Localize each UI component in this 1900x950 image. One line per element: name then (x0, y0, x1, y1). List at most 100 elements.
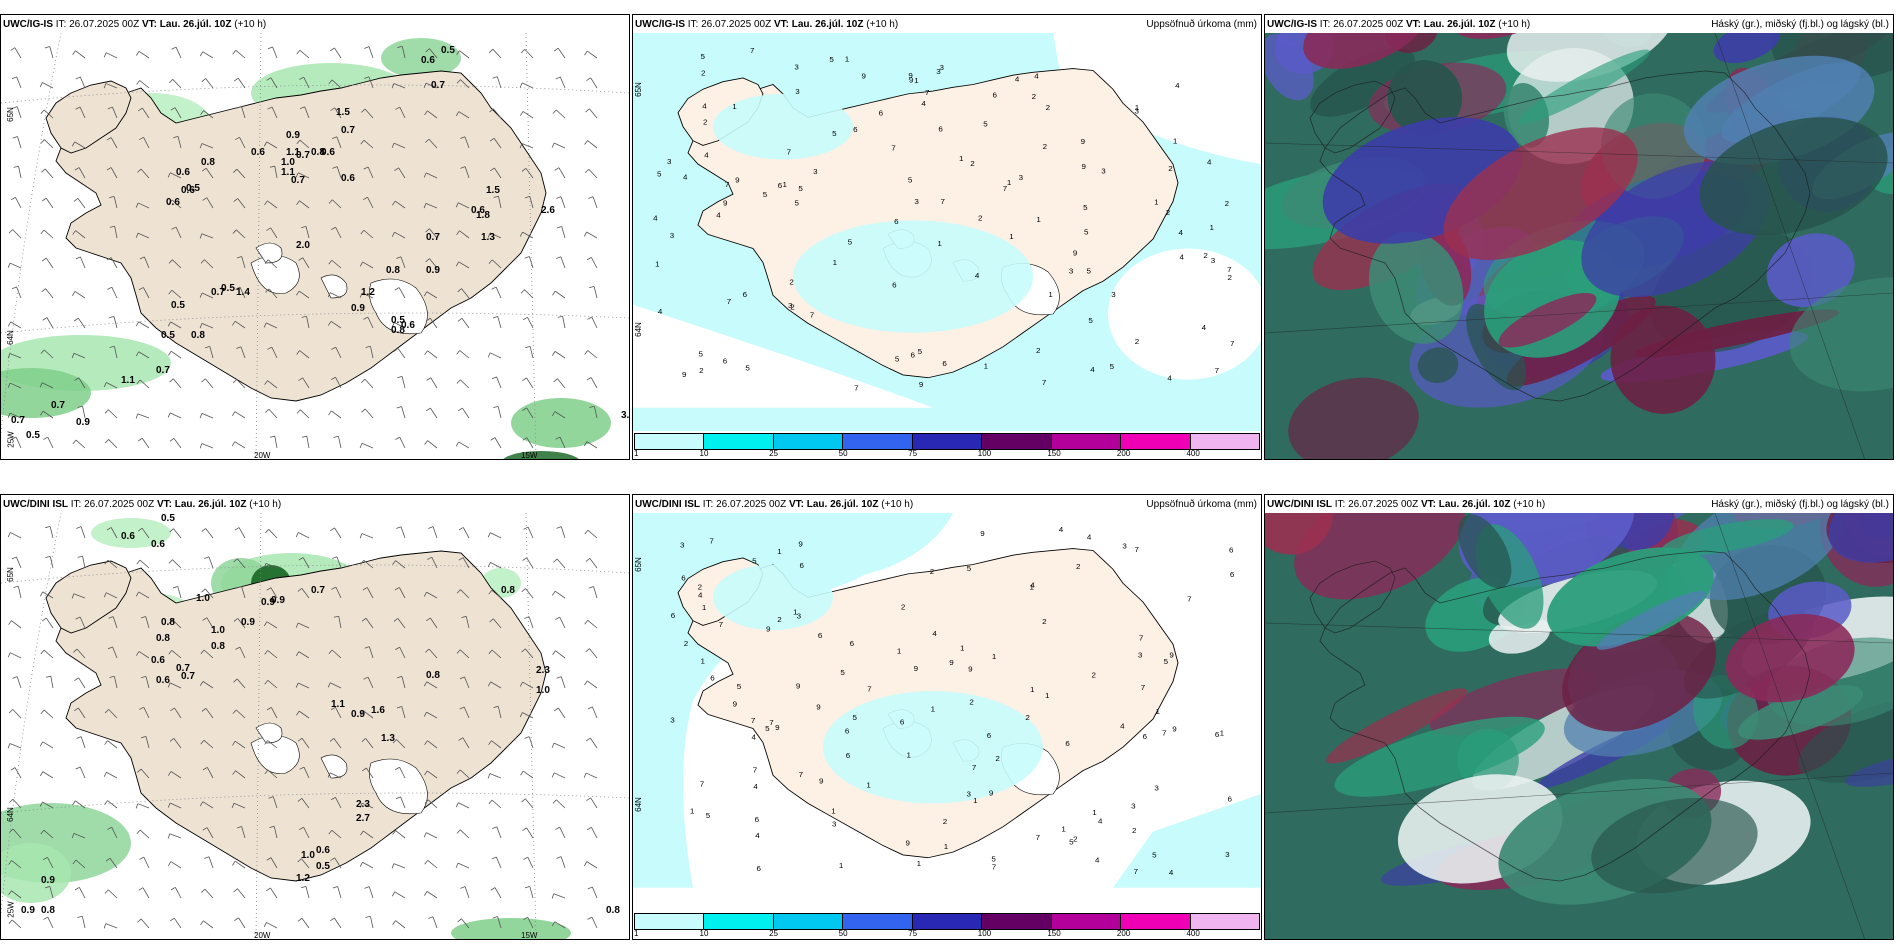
precip-number: 1 (1045, 691, 1049, 700)
precip-number: 3 (1154, 784, 1158, 793)
precip-value-label: 0.5 (221, 283, 235, 294)
precip-number: 7 (709, 537, 713, 546)
precip-number: 6 (1215, 730, 1219, 739)
precip-number: 3 (1122, 542, 1126, 551)
precip-number: 1 (690, 807, 694, 816)
precip-number: 1 (866, 781, 870, 790)
precip-value-label: 0.9 (426, 265, 440, 276)
precip-values: 0.50.60.71.50.70.60.80.60.91.10.70.6 0.80… (11, 45, 629, 441)
precip-value-label: 1.0 (281, 157, 295, 168)
precip-number: 2 (701, 69, 705, 78)
precip-number: 9 (775, 723, 779, 732)
precip-shading-interior (713, 564, 1043, 804)
precip-number: 1 (992, 652, 996, 661)
legend-tick-label: 150 (1047, 929, 1061, 938)
precip-number: 4 (1095, 856, 1100, 865)
precip-number: 7 (1162, 729, 1166, 738)
precip-number: 6 (911, 351, 915, 360)
precip-number: 7 (854, 384, 858, 393)
precip-number: 1 (839, 861, 843, 870)
precip-number: 7 (751, 716, 755, 725)
precip-number: 1 (793, 608, 797, 617)
cloud-layers (1265, 33, 1893, 459)
legend-swatch (773, 434, 844, 449)
precip-legend: 1 10 25 50 75 100 150 200 400 (633, 911, 1261, 939)
precip-number: 6 (1229, 546, 1233, 555)
lat-label: 64N (5, 807, 15, 822)
precip-number: 3 (795, 87, 799, 96)
precip-number: 1 (1048, 290, 1052, 299)
precip-number: 5 (745, 364, 749, 373)
iceland-outline (1309, 70, 1811, 402)
precip-number: 5 (1088, 316, 1092, 325)
map-panel-accum-precip-dini: UWC/DINI ISL IT: 26.07.2025 00Z VT: Lau.… (632, 494, 1262, 940)
precip-value-label: 0.6 (156, 675, 170, 686)
legend-swatch (704, 914, 774, 929)
precip-value-label: 0.6 (151, 655, 165, 666)
legend-tick-label: 150 (1047, 449, 1061, 458)
precip-value-label: 2.7 (356, 813, 370, 824)
precip-value-label: 0.6 (121, 531, 135, 542)
precip-number: 2 (698, 583, 702, 592)
precip-value-label: 0.7 (431, 80, 445, 91)
precip-number: 5 (1110, 362, 1114, 371)
legend-swatch (773, 914, 844, 929)
precip-number: 2 (1091, 671, 1095, 680)
precip-number: 1 (973, 796, 977, 805)
precip-number: 3 (667, 157, 671, 166)
precip-value-label: 2.6 (541, 205, 555, 216)
precip-value-label: 0.7 (211, 287, 225, 298)
precip-number: 3 (788, 301, 792, 310)
precip-value-label: 0.6 (421, 55, 435, 66)
precip-value-label: 0.8 (391, 325, 405, 336)
precip-number: 1 (702, 603, 706, 612)
map-panel-accum-precip-igis: UWC/IG-IS IT: 26.07.2025 00Z VT: Lau. 26… (632, 14, 1262, 460)
precip-value-label: 0.5 (391, 315, 405, 326)
precip-value-label: 2.3 (356, 799, 370, 810)
precip-number: 2 (1227, 273, 1231, 282)
precip-number: 6 (845, 727, 849, 736)
precip-number: 9 (914, 664, 918, 673)
legend-swatch (1051, 914, 1122, 929)
legend-tick-label: 50 (838, 449, 848, 458)
precip-number: 7 (1036, 833, 1040, 842)
precip-number: 9 (949, 658, 953, 667)
legend-colorbar (634, 433, 1260, 450)
precip-number: 4 (1175, 81, 1180, 90)
precip-value-label: 0.9 (351, 709, 365, 720)
precip-number: 7 (787, 148, 791, 157)
precip-number: 5 (908, 176, 912, 185)
precip-number: 6 (757, 864, 761, 873)
precip-value-label: 2.0 (296, 240, 310, 251)
precip-number: 6 (850, 639, 854, 648)
precip-number: 2 (1043, 142, 1047, 151)
panel-subtitle: Uppsöfnuð úrkoma (mm) (1146, 19, 1257, 30)
lat-label: 65N (633, 557, 643, 572)
wind-precip-map: 0.5 0.6 0.7 1.5 0.7 0.6 0.8 0.6 0.9 1.1 0.7 0.6 0.8 0… (1, 33, 629, 459)
precip-number: 6 (778, 181, 782, 190)
precip-number: 1 (914, 76, 918, 85)
precip-number: 6 (892, 281, 896, 290)
precip-number: 2 (699, 366, 703, 375)
legend-tick-label: 200 (1116, 929, 1131, 938)
panel-title: UWC/DINI ISL IT: 26.07.2025 00Z VT: Lau.… (1267, 499, 1546, 510)
precip-number: 2 (1166, 208, 1170, 217)
legend-colorbar (634, 913, 1260, 930)
graticule (1265, 513, 1893, 939)
precip-number: 1 (1154, 198, 1158, 207)
legend-tick-label: 1 (634, 929, 639, 938)
precip-number: 5 (840, 668, 844, 677)
precip-number: 6 (1143, 732, 1147, 741)
precip-value-label: 0.8 (501, 585, 515, 596)
precip-number: 3 (1069, 267, 1073, 276)
precip-number: 9 (796, 682, 800, 691)
precip-number: 4 (653, 214, 658, 223)
map-panel-clouds-igis: UWC/IG-IS IT: 26.07.2025 00Z VT: Lau. 26… (1264, 14, 1894, 460)
precip-value-label: 1.2 (296, 873, 310, 884)
precip-number: 7 (799, 770, 803, 779)
precip-number: 1 (1061, 825, 1065, 834)
precip-number: 6 (938, 125, 942, 134)
precip-number: 2 (1132, 826, 1136, 835)
precip-number: 4 (753, 782, 758, 791)
precip-number: 7 (753, 766, 757, 775)
